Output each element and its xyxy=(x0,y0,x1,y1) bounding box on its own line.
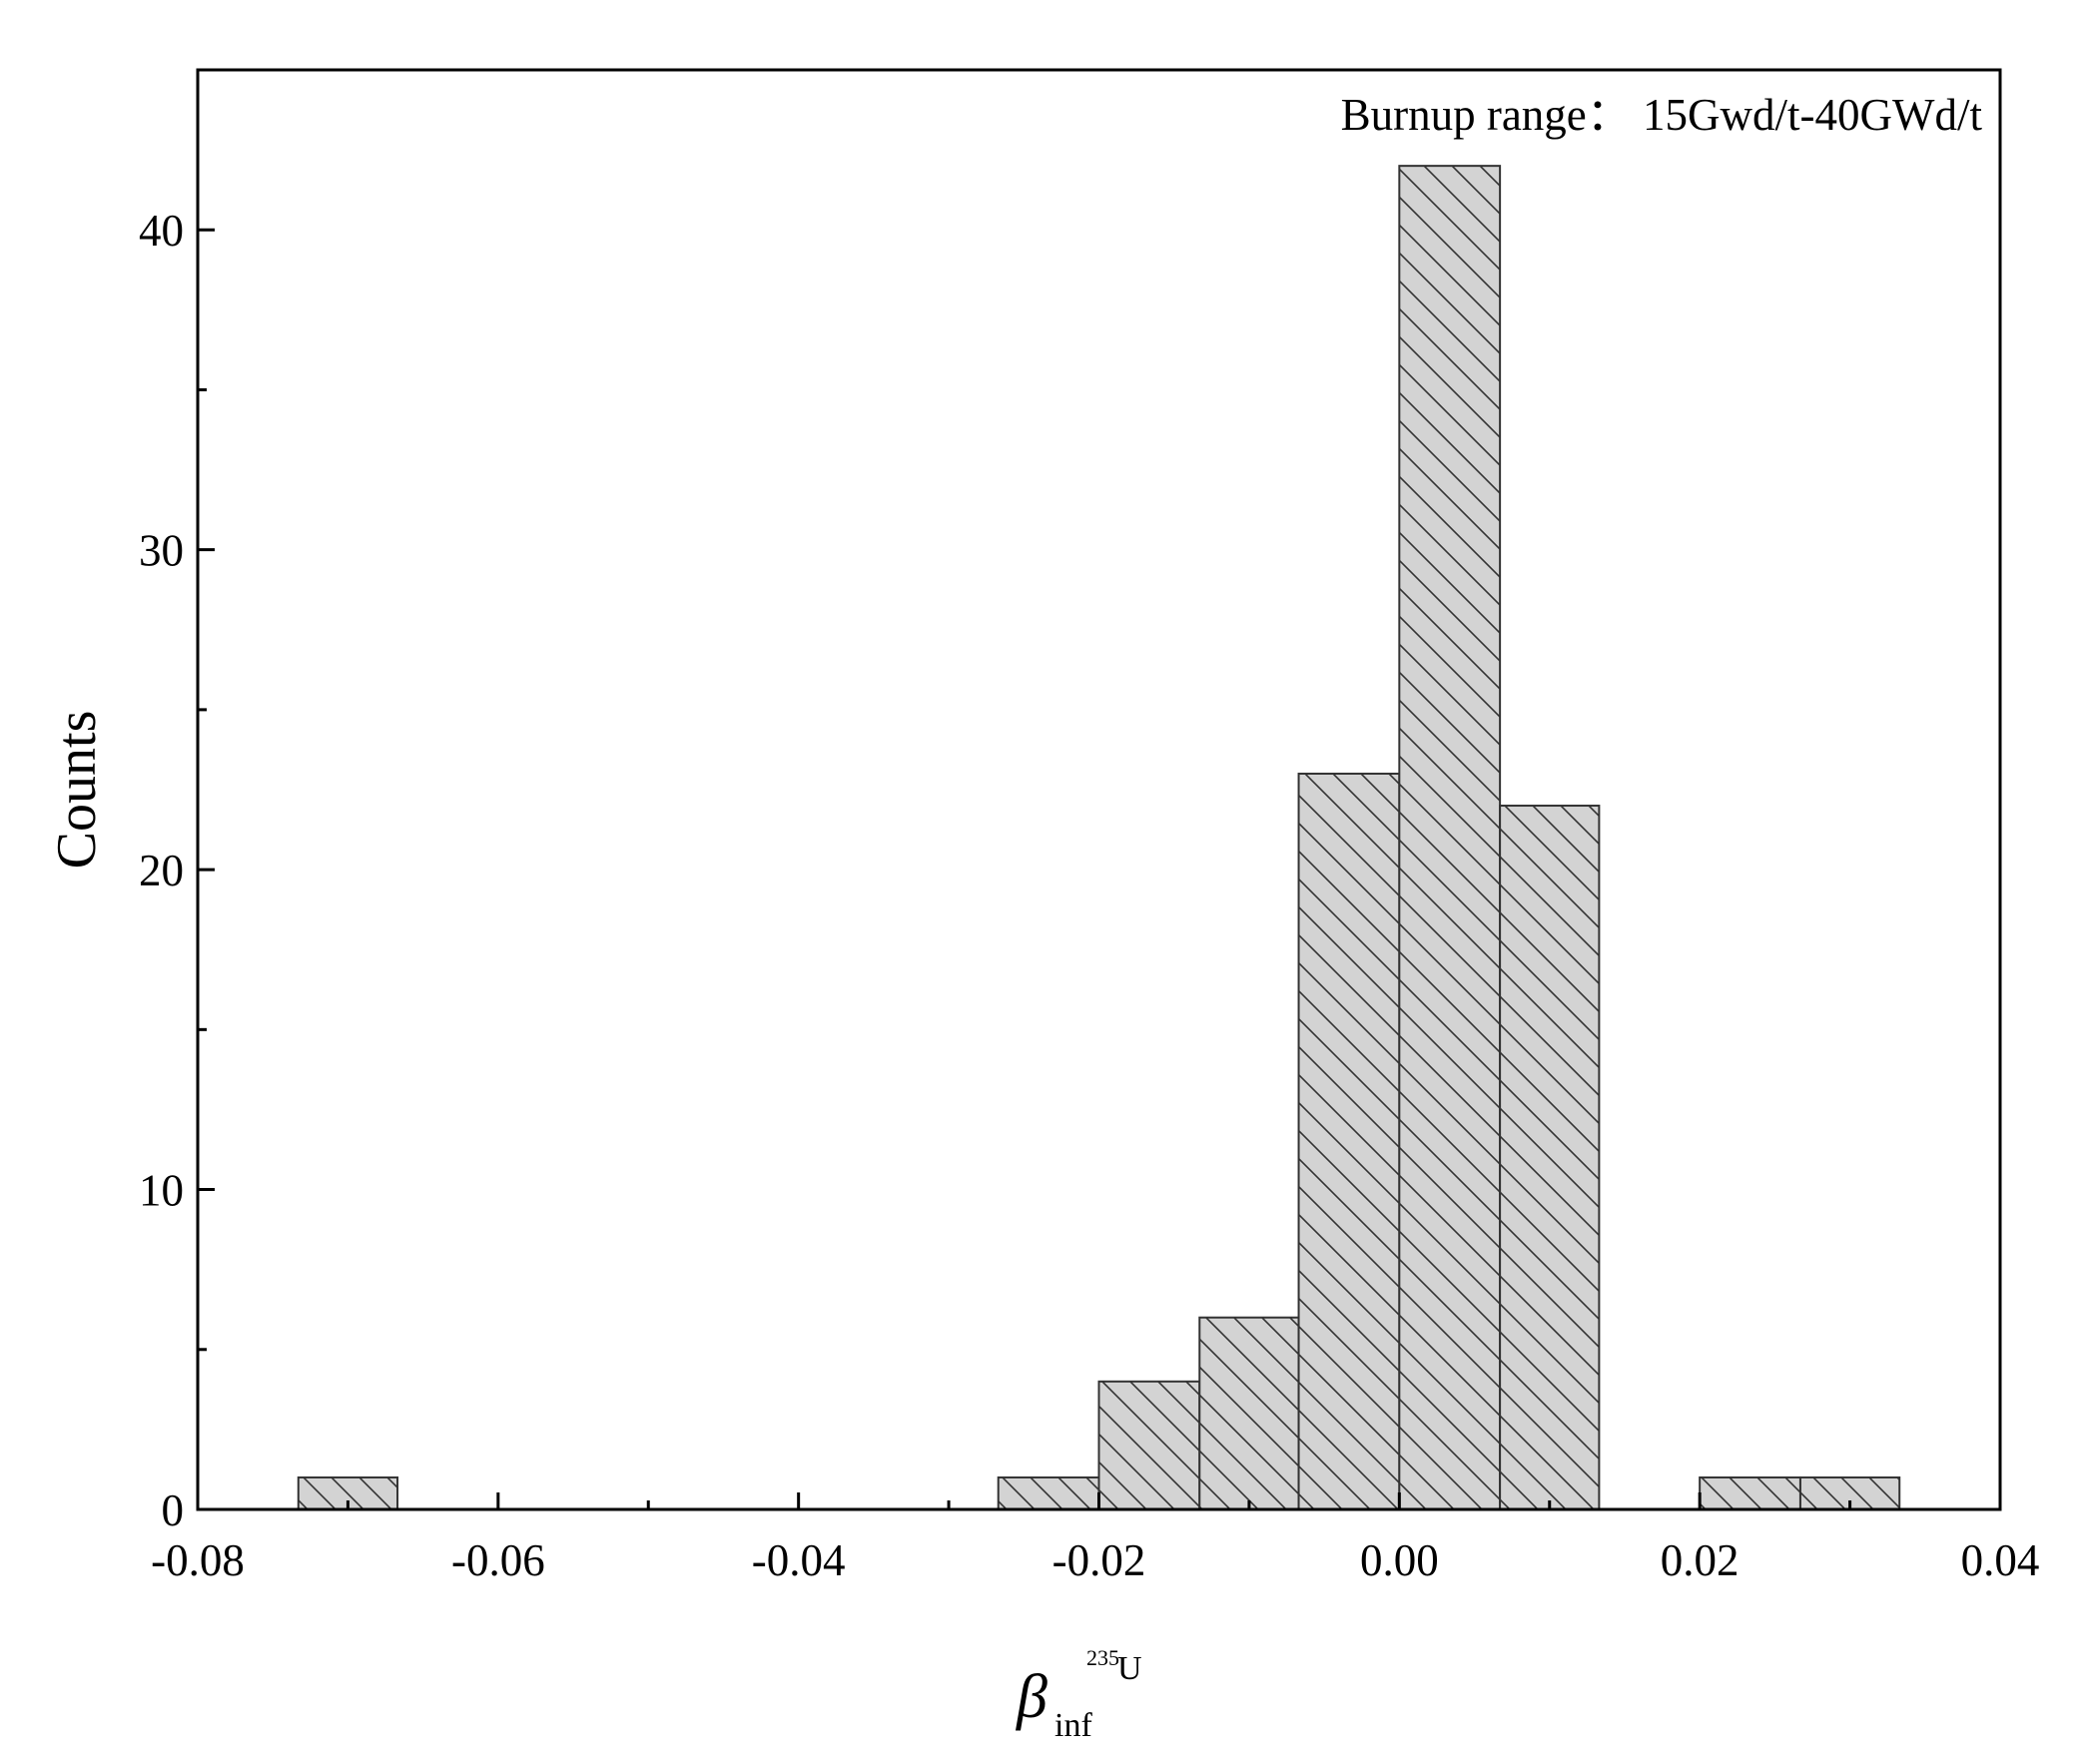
y-axis-label: Counts xyxy=(46,711,108,870)
histogram-bar xyxy=(1297,772,1401,1510)
y-tick-label: 20 xyxy=(139,846,184,895)
y-tick-label: 0 xyxy=(162,1485,185,1535)
x-axis-label: β inf 235 U xyxy=(1016,1645,1142,1744)
annotation-text: Burnup range： 15Gwd/t-40GWd/t xyxy=(1341,90,1983,140)
histogram-bar xyxy=(1198,1316,1300,1510)
x-axis-label-symbol: β xyxy=(1016,1663,1047,1731)
histogram-bar xyxy=(1699,1475,1801,1511)
histogram-bar xyxy=(1097,1380,1201,1511)
x-tick-label: -0.04 xyxy=(752,1535,846,1585)
x-tick-label: -0.08 xyxy=(151,1535,245,1585)
x-axis-label-superscript: 235 xyxy=(1086,1645,1119,1670)
x-tick-label: -0.02 xyxy=(1052,1535,1146,1585)
x-tick-label: 0.02 xyxy=(1661,1535,1740,1585)
y-tick-label: 30 xyxy=(139,526,184,576)
y-tick-label: 10 xyxy=(139,1166,184,1216)
histogram-bar xyxy=(297,1475,399,1511)
x-tick-label: 0.04 xyxy=(1961,1535,2040,1585)
x-tick-label: 0.00 xyxy=(1360,1535,1439,1585)
ticks-layer xyxy=(196,228,2002,1511)
bars-layer xyxy=(297,165,1901,1511)
y-tick-label: 40 xyxy=(139,206,184,256)
x-axis-label-suffix: U xyxy=(1117,1650,1142,1687)
tick-labels-layer: -0.08 -0.06 -0.04 -0.02 0.00 0.02 0.04 0 10 20 30 4… xyxy=(139,206,2039,1585)
plot-frame xyxy=(196,68,2002,1511)
histogram-bar xyxy=(1398,165,1502,1511)
x-axis-label-subscript: inf xyxy=(1054,1707,1092,1744)
x-tick-label: -0.06 xyxy=(451,1535,545,1585)
histogram-bar xyxy=(1499,805,1601,1510)
histogram-bar xyxy=(997,1475,1100,1511)
